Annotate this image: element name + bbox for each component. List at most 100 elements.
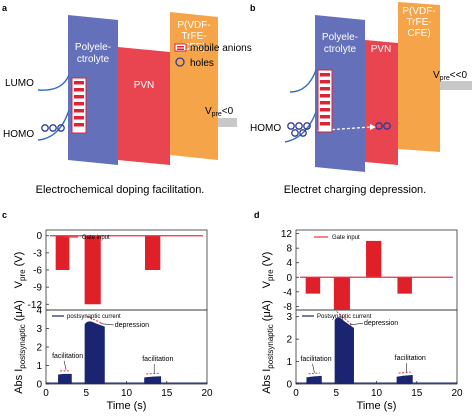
vpre-label-a: Vpre<0 [205,106,234,118]
current-pulse [306,375,322,384]
bottom-ytick-label: 0 [286,380,292,391]
xtick-label: 0 [293,388,299,399]
hole-legend-icon [175,57,185,67]
top-ytick-label: -8 [283,302,292,313]
top-y-axis-label: Vpre (V) [261,252,275,289]
xtick-label: 5 [83,388,89,399]
anion-stack-b [317,69,333,133]
gate-bar [333,277,350,310]
gate-bar [55,235,70,270]
band-label-pvdf-b: P(VDF-TrFE-CFE) [402,6,435,39]
top-ytick-label: -9 [33,283,42,294]
legend-anions-label: mobile anions [190,43,252,54]
top-ytick-label: -12 [28,300,43,311]
vpre-bar-b [440,81,472,90]
bottom-ytick-label: 0 [36,380,42,391]
current-pulse [84,321,105,384]
pulse-trend-line [398,371,411,374]
panel-b-letter: b [250,3,256,13]
xtick-label: 5 [333,388,339,399]
top-y-axis-label: Vpre (V) [13,252,27,289]
gate-bar [305,277,321,294]
caption-a: Electrochemical doping facilitation. [36,184,205,196]
lumo-label: LUMO [5,78,34,89]
homo-line-b [284,111,317,143]
band-label-pvn: PVN [134,80,155,91]
polyelectrolyte-band-b [315,15,365,172]
top-plot-frame [45,229,208,311]
panel-b: b Polyele-ctrolyte PVN P(VDF-TrFE-CFE) H… [250,2,472,196]
caption-b: Electret charging depression. [284,184,426,196]
band-label-pvn-b: PVN [371,44,392,55]
legend-a: mobile anions holes [174,43,252,69]
panel-a-letter: a [2,3,8,13]
anion-stack-a [71,77,87,134]
annotation-pointer [349,322,363,326]
annotation-facilitation-2: facilitation [142,356,173,363]
band-label-polyelectrolyte: Polyele-ctrolyte [75,42,111,65]
bottom-ytick-label: 4 [36,306,42,317]
annotation-pointer [100,323,114,326]
pulse-trend-line [86,315,103,325]
lumo-line-b [289,69,317,93]
current-pulse [58,373,72,384]
homo-label: HOMO [3,129,34,140]
gate-bar [366,240,382,278]
x-axis-label: Time (s) [357,400,397,412]
gate-bar [145,235,161,270]
annotation-facilitation-1: facilitation [52,353,83,360]
panel-d-letter: d [254,210,260,220]
bottom-ytick-label: 3 [36,324,42,335]
xtick-label: 20 [201,388,213,399]
current-legend-label: postsynaptic current [67,314,121,320]
x-axis-label: Time (s) [107,400,147,412]
annotation-depression: depression [364,320,398,327]
holes-group-b [287,122,391,137]
bottom-ytick-label: 2 [36,343,42,354]
gate-legend-label: Gate input [332,235,360,241]
top-ytick-label: 8 [286,244,292,255]
xtick-label: 20 [451,388,463,399]
pvdf-band-b [398,2,440,152]
xtick-label: 15 [161,388,173,399]
bottom-ytick-label: 1 [286,357,292,368]
band-label-pvdf: P(VDF-TrFE-CFE) [177,20,210,53]
current-pulse [396,375,413,384]
bottom-ytick-label: 1 [36,361,42,372]
homo-label-b: HOMO [250,123,281,134]
top-ytick-label: 0 [286,273,292,284]
vpre-label-b: Vpre<<0 [433,70,467,82]
top-ytick-label: -4 [283,287,292,298]
homo-line [37,109,70,141]
bottom-ytick-label: 3 [286,312,292,323]
gate-bar [84,235,101,305]
xtick-label: 15 [411,388,423,399]
gate-legend-label: Gate input [82,235,110,241]
annotation-pointer [312,363,315,373]
legend-holes-label: holes [190,58,214,69]
top-ytick-label: 0 [36,231,42,242]
gate-bar [397,277,412,294]
top-ytick-label: -3 [33,248,42,259]
xtick-label: 10 [121,388,133,399]
panel-a: a Polyele-ctrolyte PVN P(VDF-TrFE-CFE) L… [2,3,252,196]
current-pulse [334,317,354,384]
pvn-band [118,47,170,165]
annotation-facilitation-1: facilitation [300,356,331,363]
chart-c: 0 -3 -6 -9 -12 Gate input 0 1 2 3 4 postsynaptic cu… [13,229,213,412]
pvn-band-b [365,40,398,165]
annotation-depression: depression [115,322,149,329]
pulse-trend-line [146,372,160,375]
annotation-pointer [63,360,67,370]
top-ytick-label: 4 [286,258,292,269]
lumo-line [37,74,70,91]
current-pulse [144,376,162,384]
pulse-trend-line [308,372,320,375]
holes-group-a [41,124,65,132]
xtick-label: 0 [43,388,49,399]
bottom-y-axis-label: Abs Ipostsynaptic (μA) [13,300,27,394]
xtick-label: 10 [371,388,383,399]
top-ytick-label: 12 [281,229,293,240]
